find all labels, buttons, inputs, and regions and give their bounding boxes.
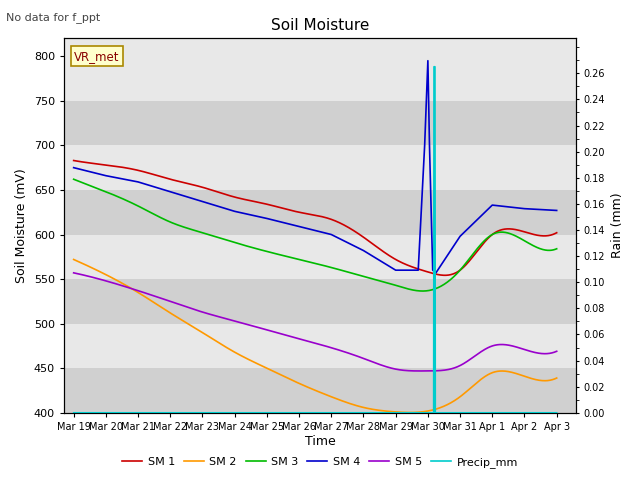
Y-axis label: Soil Moisture (mV): Soil Moisture (mV) xyxy=(15,168,28,283)
SM 2 xyxy=(553,375,561,381)
SM 5 xyxy=(415,368,423,374)
Line: SM 3: SM 3 xyxy=(74,179,557,291)
Precip_mm xyxy=(431,64,439,70)
Line: SM 5: SM 5 xyxy=(74,273,557,371)
SM 1 xyxy=(70,157,77,163)
Line: Precip_mm: Precip_mm xyxy=(74,67,557,413)
SM 4 xyxy=(432,270,440,276)
SM 2 xyxy=(486,371,494,376)
SM 2 xyxy=(378,408,385,413)
Text: No data for f_ppt: No data for f_ppt xyxy=(6,12,100,23)
SM 2 xyxy=(350,402,358,408)
Precip_mm xyxy=(431,410,439,416)
SM 2 xyxy=(70,257,77,263)
SM 2 xyxy=(436,405,444,410)
SM 4 xyxy=(414,267,422,273)
Legend: SM 1, SM 2, SM 3, SM 4, SM 5, Precip_mm: SM 1, SM 2, SM 3, SM 4, SM 5, Precip_mm xyxy=(118,452,522,472)
SM 1 xyxy=(441,273,449,278)
Bar xyxy=(64,101,576,145)
Precip_mm xyxy=(430,410,438,416)
SM 3 xyxy=(436,284,444,289)
SM 4 xyxy=(134,179,142,185)
SM 4 xyxy=(424,58,432,63)
SM 2 xyxy=(99,270,107,276)
Bar xyxy=(64,190,576,235)
Precip_mm xyxy=(70,410,77,416)
SM 4 xyxy=(102,173,109,179)
SM 4 xyxy=(231,208,239,214)
SM 1 xyxy=(486,233,494,239)
Line: SM 1: SM 1 xyxy=(74,160,557,276)
SM 5 xyxy=(486,344,494,349)
SM 3 xyxy=(363,275,371,280)
SM 4 xyxy=(198,199,206,204)
SM 4 xyxy=(328,232,335,238)
SM 3 xyxy=(350,271,358,276)
SM 4 xyxy=(456,233,464,239)
SM 4 xyxy=(421,143,429,148)
SM 2 xyxy=(406,409,413,415)
SM 4 xyxy=(392,267,399,273)
SM 1 xyxy=(363,237,371,242)
SM 4 xyxy=(488,202,496,208)
SM 1 xyxy=(553,230,561,236)
SM 4 xyxy=(553,207,561,213)
Precip_mm xyxy=(553,410,561,416)
SM 5 xyxy=(436,368,444,373)
SM 4 xyxy=(166,189,174,194)
SM 4 xyxy=(429,267,436,273)
SM 5 xyxy=(99,277,107,283)
Text: VR_met: VR_met xyxy=(74,49,120,62)
SM 3 xyxy=(378,278,385,284)
Line: SM 4: SM 4 xyxy=(74,60,557,273)
Bar xyxy=(64,368,576,413)
SM 4 xyxy=(426,143,433,148)
SM 4 xyxy=(70,165,77,170)
Bar xyxy=(64,279,576,324)
SM 1 xyxy=(436,272,444,278)
SM 5 xyxy=(363,357,371,362)
SM 5 xyxy=(70,270,77,276)
SM 3 xyxy=(419,288,426,294)
SM 1 xyxy=(350,228,358,234)
SM 3 xyxy=(553,246,561,252)
SM 4 xyxy=(295,224,303,229)
Y-axis label: Rain (mm): Rain (mm) xyxy=(611,193,624,258)
Title: Soil Moisture: Soil Moisture xyxy=(271,18,369,33)
X-axis label: Time: Time xyxy=(305,434,335,448)
SM 3 xyxy=(99,188,107,193)
SM 4 xyxy=(263,216,271,221)
SM 5 xyxy=(553,348,561,354)
Line: SM 2: SM 2 xyxy=(74,260,557,412)
SM 1 xyxy=(378,247,385,253)
SM 5 xyxy=(378,362,385,368)
SM 1 xyxy=(99,162,107,168)
SM 2 xyxy=(363,405,371,411)
Precip_mm xyxy=(430,64,438,70)
SM 3 xyxy=(70,176,77,182)
SM 4 xyxy=(360,248,367,253)
SM 4 xyxy=(520,206,528,212)
SM 5 xyxy=(350,352,358,358)
SM 3 xyxy=(486,233,494,239)
